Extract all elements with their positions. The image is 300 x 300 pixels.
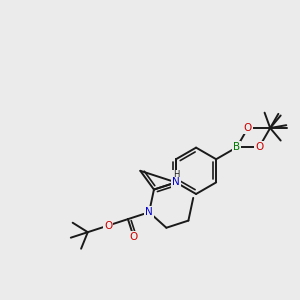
Text: O: O	[130, 232, 138, 242]
Text: H: H	[173, 170, 179, 179]
Text: O: O	[255, 142, 263, 152]
Text: N: N	[145, 207, 153, 217]
Text: O: O	[244, 123, 252, 133]
Text: B: B	[233, 142, 240, 152]
Text: N: N	[172, 177, 180, 188]
Text: O: O	[104, 220, 112, 231]
